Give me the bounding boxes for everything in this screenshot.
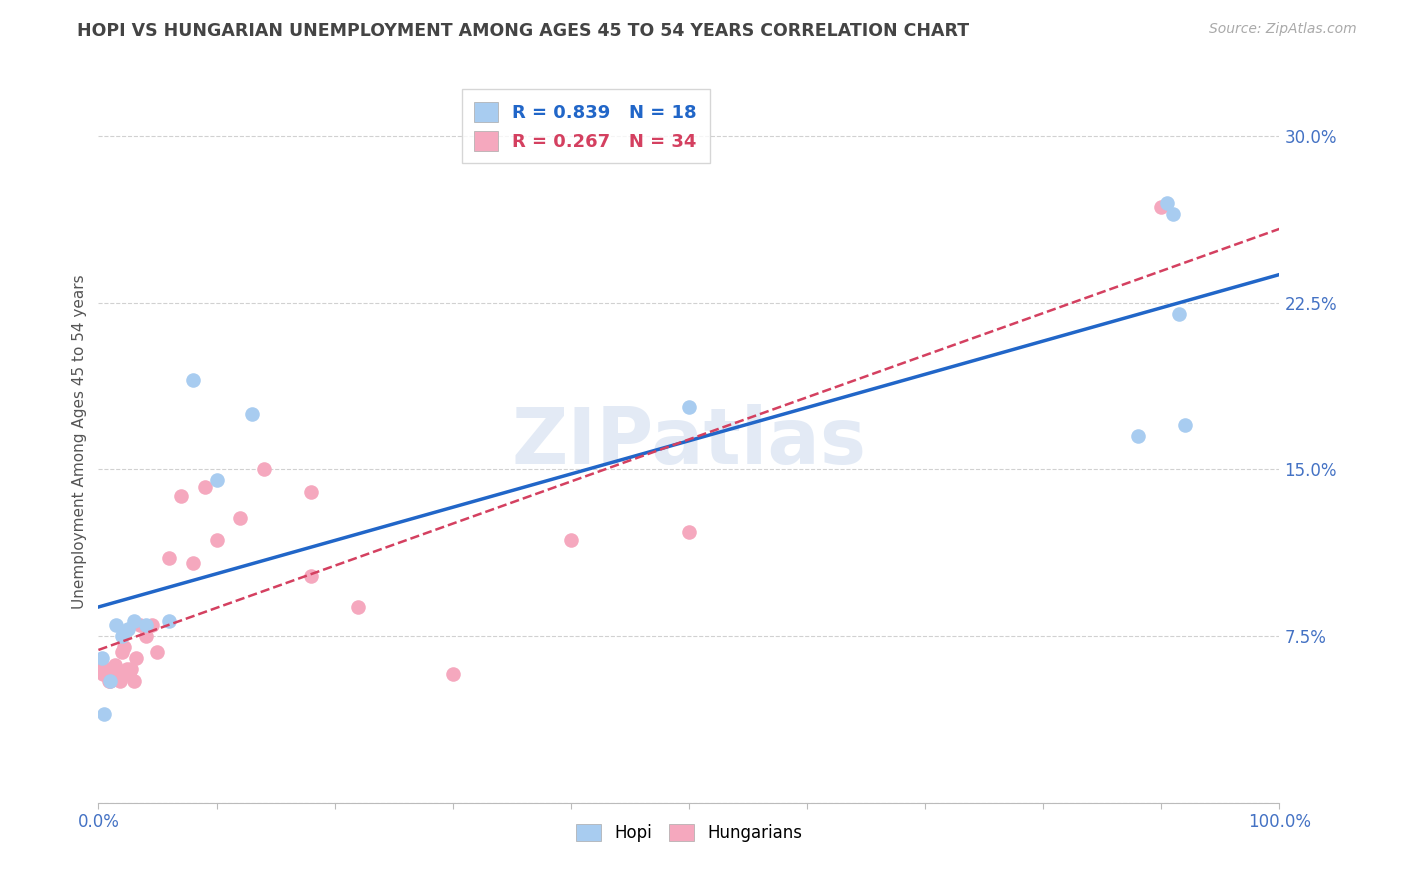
Point	[1168, 307, 1191, 321]
Point	[104, 657, 127, 672]
Point	[1126, 429, 1149, 443]
Point	[1156, 195, 1178, 210]
Point	[117, 623, 139, 637]
Legend: Hopi, Hungarians: Hopi, Hungarians	[569, 817, 808, 848]
Point	[141, 618, 163, 632]
Point	[135, 629, 157, 643]
Point	[91, 666, 114, 681]
Point	[299, 569, 322, 583]
Point	[118, 666, 141, 681]
Point	[181, 373, 204, 387]
Point	[157, 551, 180, 566]
Point	[111, 629, 134, 643]
Point	[91, 651, 114, 665]
Point	[98, 673, 121, 688]
Point	[122, 673, 145, 688]
Point	[105, 666, 128, 681]
Point	[108, 673, 131, 688]
Point	[181, 556, 204, 570]
Point	[96, 662, 118, 676]
Point	[299, 484, 322, 499]
Point	[135, 618, 157, 632]
Point	[170, 489, 193, 503]
Text: ZIPatlas: ZIPatlas	[512, 403, 866, 480]
Point	[560, 533, 582, 548]
Point	[347, 600, 370, 615]
Point	[98, 673, 121, 688]
Point	[205, 533, 228, 548]
Point	[105, 618, 128, 632]
Point	[111, 645, 134, 659]
Point	[101, 662, 124, 676]
Point	[125, 651, 148, 665]
Point	[194, 480, 217, 494]
Point	[157, 614, 180, 628]
Text: Source: ZipAtlas.com: Source: ZipAtlas.com	[1209, 22, 1357, 37]
Point	[121, 662, 143, 676]
Y-axis label: Unemployment Among Ages 45 to 54 years: Unemployment Among Ages 45 to 54 years	[72, 274, 87, 609]
Point	[229, 511, 252, 525]
Point	[122, 614, 145, 628]
Point	[1161, 207, 1184, 221]
Text: HOPI VS HUNGARIAN UNEMPLOYMENT AMONG AGES 45 TO 54 YEARS CORRELATION CHART: HOPI VS HUNGARIAN UNEMPLOYMENT AMONG AGE…	[77, 22, 970, 40]
Point	[441, 666, 464, 681]
Point	[1150, 200, 1173, 214]
Point	[678, 400, 700, 414]
Point	[93, 706, 115, 721]
Point	[253, 462, 276, 476]
Point	[98, 673, 121, 688]
Point	[146, 645, 169, 659]
Point	[115, 662, 138, 676]
Point	[112, 640, 135, 655]
Point	[240, 407, 263, 421]
Point	[678, 524, 700, 539]
Point	[1174, 417, 1197, 432]
Point	[128, 618, 150, 632]
Point	[87, 657, 110, 672]
Point	[205, 474, 228, 488]
